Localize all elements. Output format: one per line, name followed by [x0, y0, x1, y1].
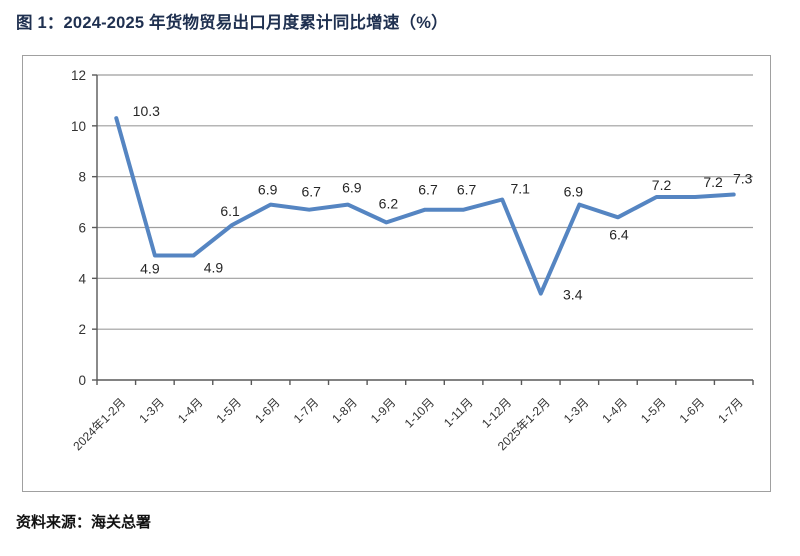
data-label: 3.4 — [563, 287, 583, 303]
data-label: 6.9 — [564, 184, 584, 200]
y-tick-labels: 0 2 4 6 8 10 12 — [71, 68, 87, 388]
data-label: 6.1 — [220, 203, 240, 219]
y-tick-label: 6 — [78, 221, 86, 236]
data-label: 6.7 — [302, 184, 322, 200]
data-label: 6.4 — [609, 226, 629, 242]
y-tick-label: 0 — [78, 373, 86, 388]
data-label: 6.2 — [379, 195, 399, 211]
data-label: 4.9 — [140, 260, 160, 276]
data-label: 7.3 — [733, 170, 753, 186]
x-axis — [96, 379, 754, 385]
data-label: 6.9 — [258, 182, 278, 198]
y-axis — [92, 74, 98, 381]
gridlines — [97, 74, 753, 330]
data-label: 4.9 — [204, 259, 224, 275]
source-note: 资料来源：海关总署 — [16, 514, 152, 531]
y-tick-label: 12 — [71, 68, 86, 83]
data-label: 7.2 — [652, 177, 672, 193]
data-label: 6.7 — [418, 182, 438, 198]
y-tick-label: 8 — [78, 170, 86, 185]
data-labels: 10.3 4.9 4.9 6.1 6.9 6.7 6.9 6.2 6.7 6.7 7.1 3.4 6.9… — [133, 103, 753, 302]
chart-border — [22, 55, 771, 492]
data-label: 6.7 — [457, 182, 477, 198]
y-tick-label: 2 — [78, 322, 86, 337]
y-tick-label: 10 — [71, 119, 86, 134]
data-label: 7.2 — [703, 174, 723, 190]
data-label: 6.9 — [342, 180, 362, 196]
data-label: 7.1 — [510, 181, 530, 197]
page-title: 图 1：2024-2025 年货物贸易出口月度累计同比增速（%） — [16, 14, 448, 32]
y-tick-label: 4 — [78, 271, 86, 286]
series-line — [114, 116, 736, 296]
data-label: 10.3 — [133, 103, 160, 119]
